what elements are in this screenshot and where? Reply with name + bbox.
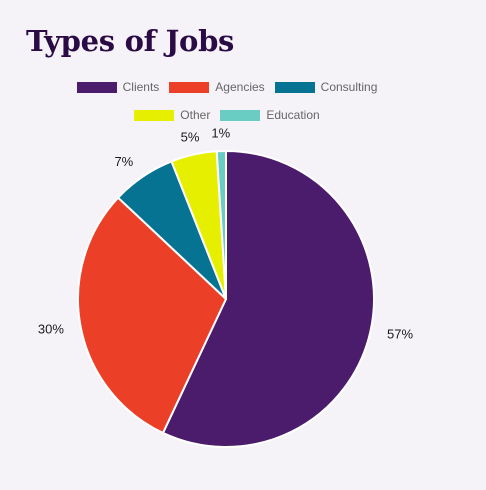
legend-swatch-clients [76,81,117,93]
pie-slice-education[interactable] [215,149,227,300]
legend-swatch-other [134,109,175,121]
legend-item-education[interactable]: Education [220,107,320,123]
legend-item-other[interactable]: Other [134,107,210,123]
legend-label-education: Education [266,108,320,122]
legend-label-other: Other [180,108,211,122]
pie-label-agencies: 30% [38,321,64,336]
legend-label-agencies: Agencies [215,80,265,94]
pie-label-clients: 57% [387,326,413,341]
legend-item-clients[interactable]: Clients [76,79,160,95]
legend-swatch-education [220,109,261,121]
pie-label-other: 5% [181,129,200,144]
legend-item-agencies[interactable]: Agencies [169,79,265,95]
legend-label-consulting: Consulting [320,80,378,94]
pie-slice-clients[interactable] [161,150,375,448]
legend-swatch-consulting [274,81,315,93]
legend-swatch-agencies [169,81,210,93]
pie-slices [77,149,375,448]
chart-title: Types of Jobs [26,24,235,58]
chart-legend: Clients Agencies Consulting Other Educat… [0,79,454,123]
pie-data-labels: 57% 30% 7% 5% 1% [38,126,414,342]
pie-slice-agencies[interactable] [77,196,227,434]
pie-label-education: 1% [211,126,230,141]
legend-item-consulting[interactable]: Consulting [274,79,378,95]
legend-label-clients: Clients [122,80,160,94]
pie-label-consulting: 7% [114,154,133,169]
